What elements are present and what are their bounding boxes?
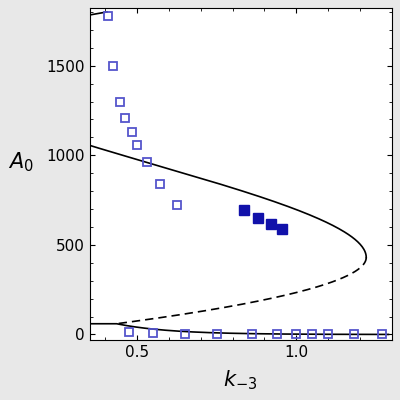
X-axis label: $k_{-3}$: $k_{-3}$ [224, 368, 258, 392]
Y-axis label: $A_0$: $A_0$ [8, 150, 34, 174]
